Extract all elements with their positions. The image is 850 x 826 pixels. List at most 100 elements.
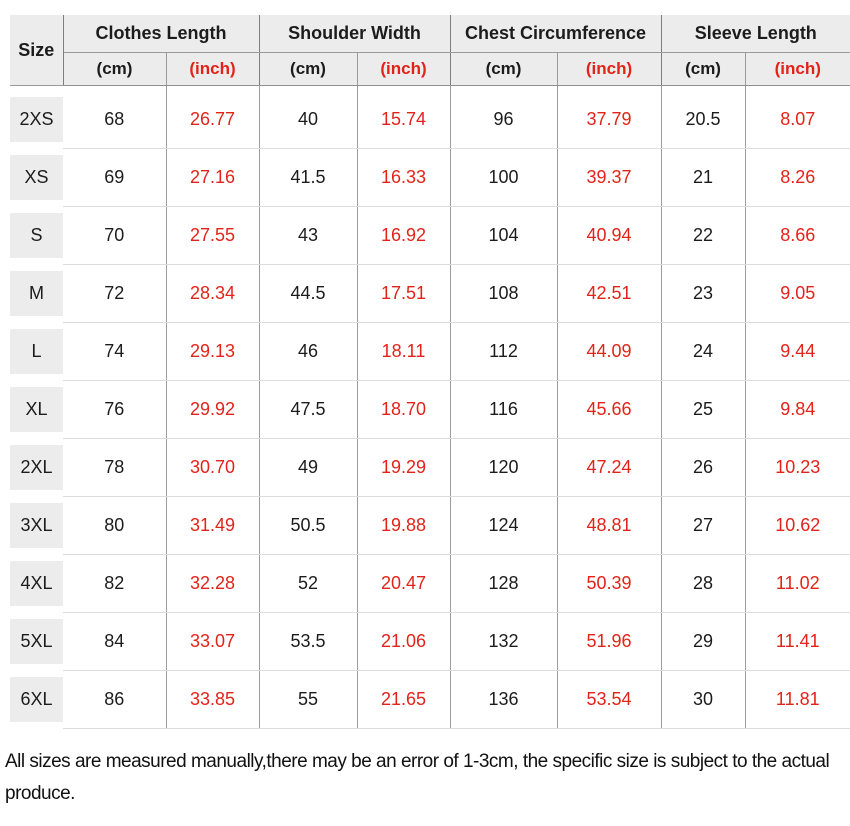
size-label: 4XL [10, 561, 63, 606]
size-label: 2XL [10, 445, 63, 490]
cell-shoulder-width-inch: 18.70 [357, 380, 451, 439]
header-body-spacer [10, 85, 850, 91]
cell-clothes-length-cm: 72 [63, 264, 167, 323]
table-row: 5XL 84 33.07 53.5 21.06 132 51.96 29 11.… [10, 612, 850, 671]
cell-clothes-length-cm: 76 [63, 380, 167, 439]
cell-chest-circumference-inch: 42.51 [557, 264, 662, 323]
cell-chest-circumference-inch: 44.09 [557, 322, 662, 381]
cell-sleeve-length-cm: 30 [661, 670, 746, 729]
cell-sleeve-length-cm: 24 [661, 322, 746, 381]
subheader-shoulder-width-cm: (cm) [259, 52, 358, 86]
cell-chest-circumference-cm: 108 [450, 264, 558, 323]
cell-clothes-length-cm: 70 [63, 206, 167, 265]
cell-clothes-length-cm: 80 [63, 496, 167, 555]
cell-chest-circumference-inch: 45.66 [557, 380, 662, 439]
cell-sleeve-length-cm: 26 [661, 438, 746, 497]
cell-shoulder-width-cm: 55 [259, 670, 358, 729]
cell-shoulder-width-inch: 16.92 [357, 206, 451, 265]
cell-clothes-length-cm: 86 [63, 670, 167, 729]
cell-shoulder-width-inch: 19.88 [357, 496, 451, 555]
table-row: L 74 29.13 46 18.11 112 44.09 24 9.44 [10, 322, 850, 381]
cell-clothes-length-inch: 29.13 [166, 322, 260, 381]
cell-sleeve-length-inch: 9.44 [745, 322, 850, 381]
table-row: 3XL 80 31.49 50.5 19.88 124 48.81 27 10.… [10, 496, 850, 555]
cell-shoulder-width-cm: 47.5 [259, 380, 358, 439]
cell-clothes-length-cm: 69 [63, 148, 167, 207]
cell-chest-circumference-cm: 100 [450, 148, 558, 207]
cell-clothes-length-inch: 30.70 [166, 438, 260, 497]
cell-shoulder-width-cm: 41.5 [259, 148, 358, 207]
subheader-chest-circumference-inch: (inch) [557, 52, 662, 86]
size-label: XL [10, 387, 63, 432]
cell-sleeve-length-inch: 10.23 [745, 438, 850, 497]
cell-chest-circumference-cm: 104 [450, 206, 558, 265]
cell-clothes-length-inch: 31.49 [166, 496, 260, 555]
cell-sleeve-length-cm: 28 [661, 554, 746, 613]
cell-clothes-length-inch: 32.28 [166, 554, 260, 613]
cell-clothes-length-inch: 29.92 [166, 380, 260, 439]
cell-shoulder-width-inch: 16.33 [357, 148, 451, 207]
cell-clothes-length-inch: 26.77 [166, 91, 260, 149]
size-label: S [10, 213, 63, 258]
cell-shoulder-width-cm: 44.5 [259, 264, 358, 323]
size-chart-table: Size Clothes Length Shoulder Width Chest… [10, 15, 850, 729]
subheader-clothes-length-cm: (cm) [63, 52, 167, 86]
subheader-clothes-length-inch: (inch) [166, 52, 260, 86]
cell-sleeve-length-cm: 22 [661, 206, 746, 265]
cell-sleeve-length-cm: 27 [661, 496, 746, 555]
cell-clothes-length-cm: 78 [63, 438, 167, 497]
size-label: 2XS [10, 97, 63, 143]
cell-chest-circumference-cm: 96 [450, 91, 558, 149]
header-group-row: Size Clothes Length Shoulder Width Chest… [10, 15, 850, 86]
cell-chest-circumference-cm: 128 [450, 554, 558, 613]
table-row: 6XL 86 33.85 55 21.65 136 53.54 30 11.81 [10, 670, 850, 729]
cell-shoulder-width-inch: 17.51 [357, 264, 451, 323]
cell-shoulder-width-inch: 20.47 [357, 554, 451, 613]
cell-chest-circumference-cm: 112 [450, 322, 558, 381]
cell-sleeve-length-inch: 9.84 [745, 380, 850, 439]
cell-sleeve-length-inch: 9.05 [745, 264, 850, 323]
size-label: XS [10, 155, 63, 200]
cell-sleeve-length-inch: 8.07 [745, 91, 850, 149]
cell-clothes-length-cm: 82 [63, 554, 167, 613]
subheader-sleeve-length-cm: (cm) [661, 52, 746, 86]
cell-sleeve-length-cm: 21 [661, 148, 746, 207]
header-sleeve-length: Sleeve Length [661, 15, 850, 53]
table-row: M 72 28.34 44.5 17.51 108 42.51 23 9.05 [10, 264, 850, 323]
header-shoulder-width: Shoulder Width [259, 15, 451, 53]
table-row: 4XL 82 32.28 52 20.47 128 50.39 28 11.02 [10, 554, 850, 613]
cell-clothes-length-cm: 68 [63, 91, 167, 149]
header-clothes-length: Clothes Length [63, 15, 260, 53]
size-chart-page: Size Clothes Length Shoulder Width Chest… [0, 15, 850, 826]
cell-clothes-length-inch: 27.16 [166, 148, 260, 207]
table-row: 2XL 78 30.70 49 19.29 120 47.24 26 10.23 [10, 438, 850, 497]
cell-sleeve-length-cm: 20.5 [661, 91, 746, 149]
table-row: 2XS 68 26.77 40 15.74 96 37.79 20.5 8.07 [10, 91, 850, 149]
cell-shoulder-width-inch: 15.74 [357, 91, 451, 149]
size-label: L [10, 329, 63, 374]
cell-chest-circumference-cm: 120 [450, 438, 558, 497]
header-chest-circumference: Chest Circumference [450, 15, 662, 53]
cell-clothes-length-inch: 27.55 [166, 206, 260, 265]
cell-shoulder-width-inch: 18.11 [357, 322, 451, 381]
size-label: 3XL [10, 503, 63, 548]
cell-chest-circumference-inch: 50.39 [557, 554, 662, 613]
cell-shoulder-width-inch: 21.06 [357, 612, 451, 671]
cell-chest-circumference-inch: 51.96 [557, 612, 662, 671]
table-row: XS 69 27.16 41.5 16.33 100 39.37 21 8.26 [10, 148, 850, 207]
cell-sleeve-length-cm: 29 [661, 612, 746, 671]
size-label: 5XL [10, 619, 63, 664]
cell-shoulder-width-cm: 40 [259, 91, 358, 149]
cell-sleeve-length-inch: 11.02 [745, 554, 850, 613]
cell-chest-circumference-inch: 39.37 [557, 148, 662, 207]
cell-shoulder-width-cm: 49 [259, 438, 358, 497]
cell-chest-circumference-inch: 48.81 [557, 496, 662, 555]
subheader-shoulder-width-inch: (inch) [357, 52, 451, 86]
cell-shoulder-width-cm: 43 [259, 206, 358, 265]
cell-sleeve-length-inch: 8.66 [745, 206, 850, 265]
cell-chest-circumference-cm: 136 [450, 670, 558, 729]
cell-clothes-length-cm: 74 [63, 322, 167, 381]
cell-clothes-length-inch: 33.07 [166, 612, 260, 671]
cell-clothes-length-cm: 84 [63, 612, 167, 671]
table-row: XL 76 29.92 47.5 18.70 116 45.66 25 9.84 [10, 380, 850, 439]
